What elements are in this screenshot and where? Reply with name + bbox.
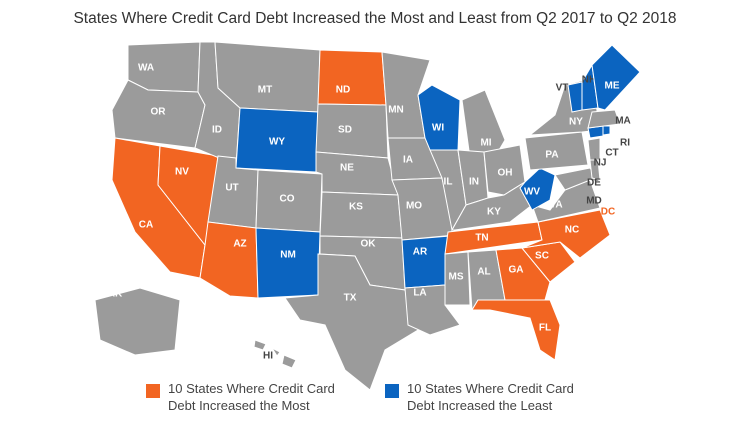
state-label: DE [587, 178, 601, 189]
state-label: VA [549, 200, 562, 211]
legend-label: 10 States Where Credit Card Debt Increas… [168, 381, 335, 413]
legend-item: 10 States Where Credit Card Debt Increas… [385, 380, 597, 414]
state-label: IA [403, 155, 413, 166]
state-label: SD [338, 125, 352, 136]
legend-item: 10 States Where Credit Card Debt Increas… [146, 380, 358, 414]
state-shape [255, 227, 321, 299]
state-label: AZ [233, 239, 246, 250]
state-label: SC [535, 251, 549, 262]
state-label: NE [340, 163, 354, 174]
state-label: IN [469, 177, 479, 188]
state-label: TN [475, 233, 488, 244]
state-label: PA [545, 150, 558, 161]
state-shape [587, 109, 621, 129]
state-shape [444, 251, 471, 306]
state-label: MS [449, 272, 464, 283]
state-shape [554, 167, 602, 191]
state-label: AK [108, 289, 123, 300]
state-label: NJ [594, 158, 607, 169]
state-label: MI [480, 138, 491, 149]
state-label: MN [388, 105, 404, 116]
state-label: UT [225, 183, 238, 194]
state-label: ME [605, 81, 620, 92]
state-shape [524, 131, 589, 171]
state-label: WY [269, 137, 285, 148]
state-shape [315, 151, 399, 196]
state-label: VT [556, 83, 569, 94]
state-label: IL [444, 177, 453, 188]
state-shape [587, 137, 601, 161]
legend-swatch [146, 384, 160, 398]
state-label: WI [432, 123, 444, 134]
state-label: NC [565, 225, 579, 236]
state-shape [317, 49, 387, 106]
state-label: HI [263, 351, 273, 362]
state-shape [281, 354, 297, 369]
state-label: AR [413, 247, 428, 258]
state-label: ID [212, 125, 222, 136]
state-label: CA [139, 220, 153, 231]
state-shape [319, 191, 403, 239]
state-label: CO [280, 194, 295, 205]
legend-swatch [385, 384, 399, 398]
legend-label: 10 States Where Credit Card Debt Increas… [407, 381, 574, 413]
state-shape [521, 209, 611, 259]
state-label: NH [582, 75, 596, 86]
state-label: GA [509, 265, 524, 276]
state-shape [602, 125, 611, 136]
state-label: NV [175, 167, 189, 178]
state-label: LA [413, 288, 426, 299]
state-label: OR [151, 107, 167, 118]
state-shape [284, 253, 419, 391]
state-label: MA [615, 116, 631, 127]
state-label: FL [539, 323, 551, 334]
state-label: NM [280, 250, 296, 261]
state-label: RI [620, 138, 630, 149]
state-label: OK [361, 239, 377, 250]
state-label: OH [498, 168, 513, 179]
state-label: MD [586, 196, 602, 207]
state-shape [315, 103, 389, 159]
state-label: TX [344, 293, 357, 304]
state-label: MT [258, 85, 272, 96]
state-shape [495, 247, 551, 301]
state-shape [253, 339, 267, 351]
state-shape [270, 346, 281, 357]
state-label: AL [477, 267, 490, 278]
state-shape [199, 221, 259, 299]
state-label: KY [487, 207, 501, 218]
state-label: DC [601, 207, 615, 218]
state-shape [401, 235, 451, 289]
state-label: WA [138, 63, 154, 74]
state-label: ND [336, 85, 350, 96]
map-title: States Where Credit Card Debt Increased … [73, 10, 677, 27]
state-label: NY [569, 117, 583, 128]
state-shape [471, 299, 561, 361]
state-label: MO [406, 201, 422, 212]
state-label: WV [524, 187, 540, 198]
state-shape [591, 44, 641, 111]
state-label: CT [605, 148, 618, 159]
state-shape [94, 287, 181, 356]
state-label: KS [349, 202, 363, 213]
